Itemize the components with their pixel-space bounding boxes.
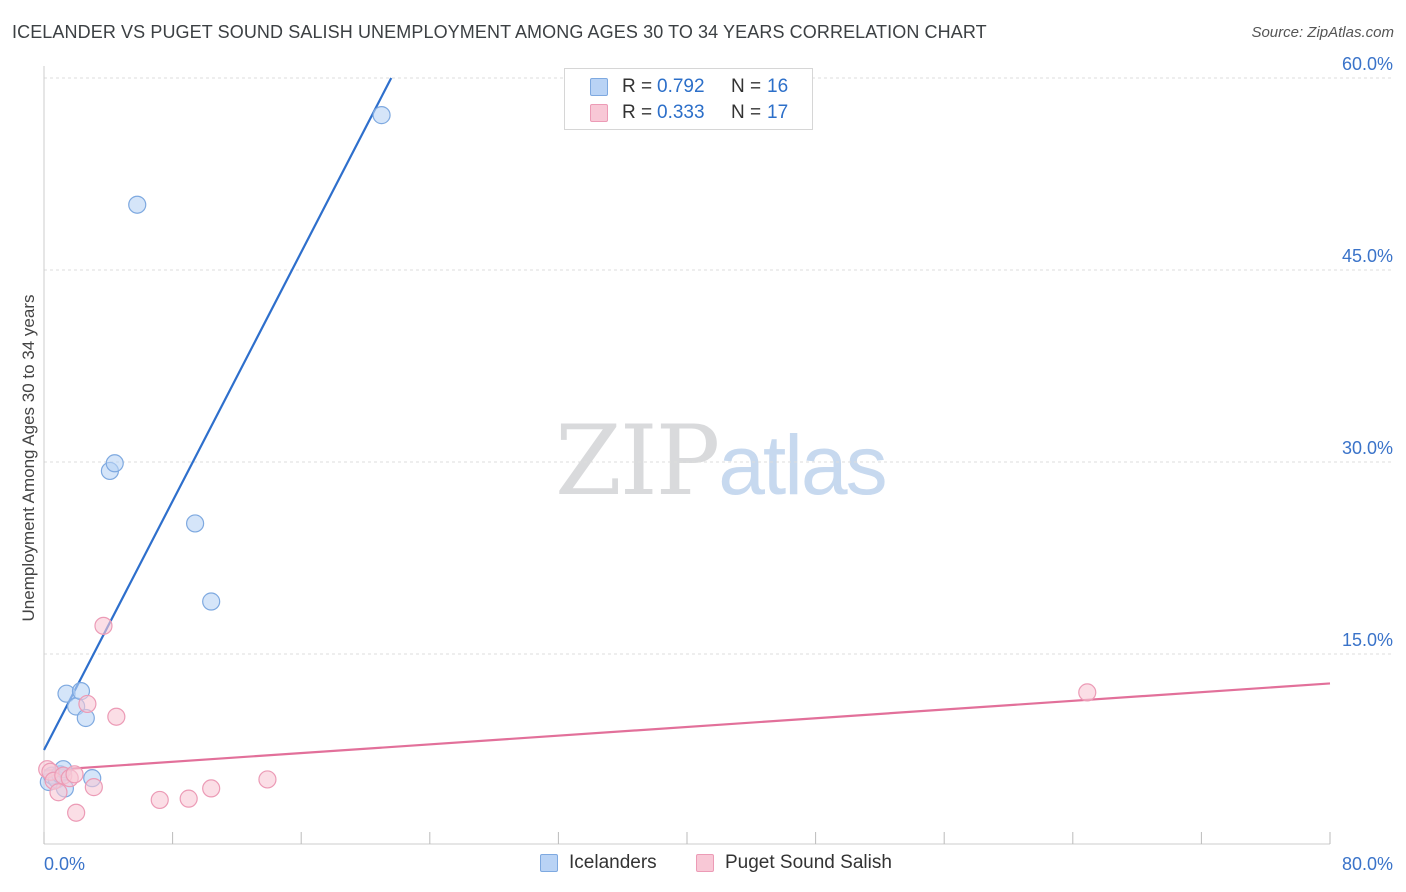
r-value: 0.792 bbox=[657, 76, 705, 97]
label-layer: 15.0% 30.0% 45.0% 60.0% 0.0% 80.0% Unemploymen… bbox=[19, 54, 1393, 874]
legend-row-icelanders: R = 0.792 N = 16 bbox=[565, 74, 812, 100]
legend-label: Puget Sound Salish bbox=[725, 852, 892, 873]
legend-swatch-blue bbox=[590, 78, 608, 96]
legend-swatch-pink bbox=[696, 854, 714, 872]
y-tick-label: 15.0% bbox=[1342, 630, 1393, 650]
source-label: Source: ZipAtlas.com bbox=[1251, 24, 1394, 41]
point-icelanders bbox=[202, 592, 221, 611]
r-value: 0.333 bbox=[657, 102, 705, 123]
trendline-puget bbox=[43, 682, 1331, 772]
point-puget bbox=[65, 765, 84, 784]
points-layer bbox=[38, 106, 1097, 822]
n-value: 17 bbox=[767, 102, 789, 123]
legend-swatch-pink bbox=[590, 104, 608, 122]
point-puget bbox=[150, 790, 169, 810]
x-tick-label-min: 0.0% bbox=[44, 854, 85, 874]
point-icelanders bbox=[186, 514, 205, 533]
point-icelanders bbox=[372, 106, 391, 125]
point-puget bbox=[78, 694, 97, 714]
n-value: 16 bbox=[767, 76, 789, 97]
watermark: ZIPatlas bbox=[555, 405, 888, 517]
trendline-icelanders bbox=[43, 77, 393, 751]
point-puget bbox=[107, 707, 126, 726]
point-icelanders bbox=[105, 454, 124, 473]
n-label: N = bbox=[731, 102, 762, 123]
chart-title: ICELANDER VS PUGET SOUND SALISH UNEMPLOY… bbox=[12, 22, 987, 42]
y-tick-label: 45.0% bbox=[1342, 246, 1393, 266]
x-tick-label-max: 80.0% bbox=[1342, 854, 1393, 874]
point-puget bbox=[258, 770, 277, 789]
point-puget bbox=[179, 789, 198, 808]
legend-row-puget: R = 0.333 N = 17 bbox=[565, 100, 812, 126]
point-puget bbox=[1078, 683, 1097, 702]
y-tick-label: 60.0% bbox=[1342, 54, 1393, 74]
point-puget bbox=[94, 616, 113, 635]
grid-layer bbox=[44, 77, 1392, 655]
r-label: R = bbox=[622, 102, 653, 123]
point-icelanders bbox=[128, 195, 147, 214]
point-puget bbox=[49, 783, 68, 802]
point-puget bbox=[84, 778, 103, 797]
trend-layer bbox=[43, 77, 1331, 772]
y-tick-label: 30.0% bbox=[1342, 438, 1393, 458]
legend-swatch-blue bbox=[540, 854, 558, 872]
n-label: N = bbox=[731, 76, 762, 97]
point-puget bbox=[67, 803, 86, 822]
watermark-zip: ZIP bbox=[555, 405, 720, 517]
correlation-legend: R = 0.792 N = 16 R = 0.333 N = 17 bbox=[564, 68, 813, 130]
legend-label: Icelanders bbox=[569, 852, 657, 873]
r-label: R = bbox=[622, 76, 653, 97]
axis-layer bbox=[43, 66, 1331, 845]
y-axis-title: Unemployment Among Ages 30 to 34 years bbox=[19, 295, 38, 622]
point-puget bbox=[202, 779, 221, 798]
watermark-atlas: atlas bbox=[718, 418, 887, 512]
